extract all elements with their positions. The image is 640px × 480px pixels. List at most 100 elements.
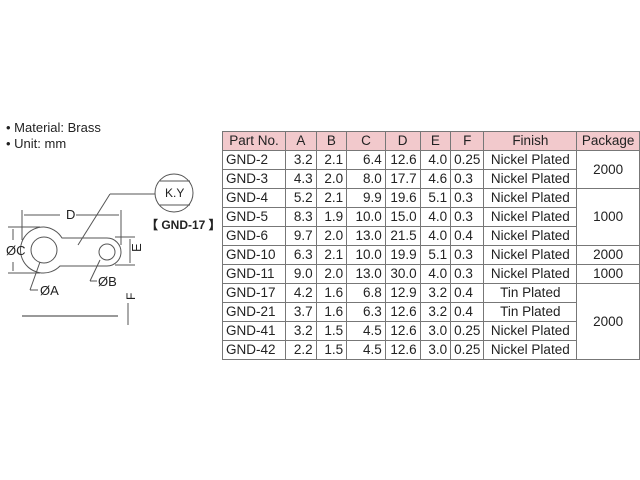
table-cell: 6.8 bbox=[346, 283, 386, 303]
table-cell: 0.3 bbox=[450, 245, 485, 265]
table-cell: Nickel Plated bbox=[483, 150, 578, 170]
table-cell: 4.0 bbox=[419, 264, 452, 284]
table-row: GND-4 5.2 2.1 9.9 19.6 5.1 0.3 Nickel Plated 100… bbox=[221, 188, 640, 246]
column-header: E bbox=[419, 131, 452, 151]
table-cell: Nickel Plated bbox=[483, 169, 578, 189]
table-cell: 9.0 bbox=[285, 264, 317, 284]
table-cell: 4.0 bbox=[419, 226, 452, 246]
table-cell: GND-17 bbox=[221, 283, 287, 303]
table-cell: 0.3 bbox=[450, 264, 485, 284]
spec-material: • Material: Brass bbox=[6, 120, 101, 135]
package-cell: 2000 bbox=[576, 283, 640, 360]
table-cell: GND-11 bbox=[221, 264, 287, 284]
table-cell: 8.0 bbox=[346, 169, 386, 189]
table-cell: Nickel Plated bbox=[483, 340, 578, 360]
table-cell: GND-21 bbox=[221, 302, 287, 322]
table-cell: Nickel Plated bbox=[483, 207, 578, 227]
table-cell: 2.0 bbox=[315, 169, 348, 189]
label-f: F bbox=[124, 293, 138, 300]
table-cell: 0.4 bbox=[450, 226, 485, 246]
table-cell: GND-2 bbox=[221, 150, 287, 170]
label-c: ØC bbox=[6, 243, 26, 258]
table-cell: GND-6 bbox=[221, 226, 287, 246]
table-cell: 4.3 bbox=[285, 169, 317, 189]
table-cell: 10.0 bbox=[346, 207, 386, 227]
label-e: E bbox=[129, 243, 144, 252]
table-cell: 0.3 bbox=[450, 169, 485, 189]
table-cell: 2.1 bbox=[315, 188, 348, 208]
table-cell: 3.2 bbox=[285, 321, 317, 341]
table-cell: 12.6 bbox=[384, 321, 421, 341]
package-cell: 1000 bbox=[576, 264, 640, 284]
table-cell: 3.2 bbox=[419, 302, 452, 322]
table-cell: Tin Plated bbox=[483, 302, 578, 322]
table-cell: 2.1 bbox=[315, 150, 348, 170]
spec-table: Part No. A B C D E F Finish Package GND-2 3.2 2.1 6… bbox=[221, 131, 640, 360]
table-row: GND-42 2.2 1.5 4.5 12.6 3.0 0.25 Nickel Plated bbox=[221, 340, 640, 360]
table-cell: 3.7 bbox=[285, 302, 317, 322]
table-cell: 19.6 bbox=[384, 188, 421, 208]
table-cell: GND-10 bbox=[221, 245, 287, 265]
table-cell: 5.2 bbox=[285, 188, 317, 208]
table-cell: 4.0 bbox=[419, 150, 452, 170]
hole-a bbox=[30, 236, 58, 264]
table-cell: Nickel Plated bbox=[483, 188, 578, 208]
table-row: GND-41 3.2 1.5 4.5 12.6 3.0 0.25 Nickel Plated bbox=[221, 321, 640, 341]
table-cell: GND-4 bbox=[221, 188, 287, 208]
table-cell: 4.5 bbox=[346, 340, 386, 360]
table-row: GND-6 9.7 2.0 13.0 21.5 4.0 0.4 Nickel Plated bbox=[221, 226, 640, 246]
model-label: 【 GND-17 】 bbox=[146, 217, 221, 232]
table-cell: 21.5 bbox=[384, 226, 421, 246]
table-cell: 4.6 bbox=[419, 169, 452, 189]
table-row: GND-2 3.2 2.1 6.4 12.6 4.0 0.25 Nickel Plated 20… bbox=[221, 150, 640, 189]
table-cell: 12.9 bbox=[384, 283, 421, 303]
table-cell: 2.1 bbox=[315, 245, 348, 265]
table-cell: 2.0 bbox=[315, 226, 348, 246]
table-cell: 1.9 bbox=[315, 207, 348, 227]
column-header: B bbox=[315, 131, 348, 151]
table-cell: Nickel Plated bbox=[483, 226, 578, 246]
table-cell: 2.0 bbox=[315, 264, 348, 284]
table-cell: 3.0 bbox=[419, 321, 452, 341]
table-cell: 4.2 bbox=[285, 283, 317, 303]
column-header: Finish bbox=[483, 131, 578, 151]
table-cell: 5.1 bbox=[419, 245, 452, 265]
table-cell: 3.0 bbox=[419, 340, 452, 360]
table-cell: GND-41 bbox=[221, 321, 287, 341]
table-cell: 0.25 bbox=[450, 321, 485, 341]
table-cell: 9.7 bbox=[285, 226, 317, 246]
package-cell: 1000 bbox=[576, 188, 640, 246]
table-cell: 0.25 bbox=[450, 150, 485, 170]
table-cell: 0.4 bbox=[450, 283, 485, 303]
marking-detail-circle bbox=[154, 173, 194, 213]
table-cell: Tin Plated bbox=[483, 283, 578, 303]
table-cell: 1.5 bbox=[315, 321, 348, 341]
table-row: GND-11 9.0 2.0 13.0 30.0 4.0 0.3 Nickel Plated 1… bbox=[221, 264, 640, 284]
package-cell: 2000 bbox=[576, 245, 640, 265]
table-cell: GND-42 bbox=[221, 340, 287, 360]
table-cell: 12.6 bbox=[384, 340, 421, 360]
table-cell: 0.25 bbox=[450, 340, 485, 360]
table-cell: 17.7 bbox=[384, 169, 421, 189]
column-header: F bbox=[450, 131, 485, 151]
table-cell: 19.9 bbox=[384, 245, 421, 265]
table-cell: 30.0 bbox=[384, 264, 421, 284]
table-cell: 6.3 bbox=[285, 245, 317, 265]
table-cell: GND-5 bbox=[221, 207, 287, 227]
table-cell: 15.0 bbox=[384, 207, 421, 227]
label-a: ØA bbox=[40, 283, 59, 298]
table-cell: GND-3 bbox=[221, 169, 287, 189]
table-cell: 9.9 bbox=[346, 188, 386, 208]
table-cell: 1.5 bbox=[315, 340, 348, 360]
table-cell: 3.2 bbox=[419, 283, 452, 303]
label-marking: K.Y bbox=[165, 186, 184, 200]
table-cell: 10.0 bbox=[346, 245, 386, 265]
table-cell: 8.3 bbox=[285, 207, 317, 227]
table-cell: Nickel Plated bbox=[483, 245, 578, 265]
column-header: A bbox=[285, 131, 317, 151]
table-row: GND-5 8.3 1.9 10.0 15.0 4.0 0.3 Nickel Plated bbox=[221, 207, 640, 227]
column-header: Package bbox=[576, 131, 640, 151]
column-header: C bbox=[346, 131, 386, 151]
package-cell: 2000 bbox=[576, 150, 640, 189]
table-row: GND-10 6.3 2.1 10.0 19.9 5.1 0.3 Nickel Plated 2… bbox=[221, 245, 640, 265]
